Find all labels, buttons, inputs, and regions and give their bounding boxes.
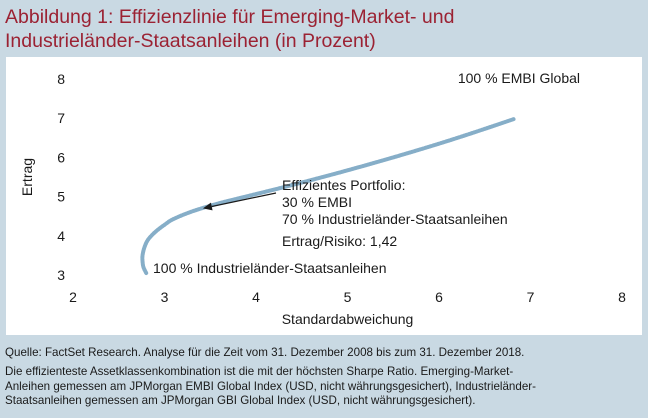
y-axis-ticks: 3 4 5 6 7 8	[57, 71, 65, 283]
label-100-industrielaender: 100 % Industrieländer-Staatsanleihen	[153, 260, 387, 276]
y-tick-label-7: 7	[57, 110, 65, 126]
figure-title: Abbildung 1: Effizienzlinie für Emerging…	[5, 5, 635, 53]
x-tick-label-6: 6	[435, 289, 443, 305]
efficient-portfolio-arrow	[211, 192, 277, 208]
y-tick-label-3: 3	[57, 267, 65, 283]
label-100-embi-global: 100 % EMBI Global	[458, 70, 580, 86]
source-note: Quelle: FactSet Research. Analyse für di…	[5, 346, 525, 359]
methodology-note-line-2: Anleihen gemessen am JPMorgan EMBI Globa…	[5, 379, 536, 393]
label-efficient-embi-share: 30 % EMBI	[282, 194, 352, 210]
methodology-note-line-1: Die effizienteste Assetklassenkombinatio…	[5, 365, 514, 378]
x-axis-ticks: 2 3 4 5 6 7 8	[69, 289, 626, 305]
label-return-risk-ratio: Ertrag/Risiko: 1,42	[282, 233, 397, 249]
efficient-portfolio-arrow-head	[202, 202, 213, 211]
figure-title-line-2: Industrieländer-Staatsanleihen (in Proze…	[5, 30, 376, 52]
y-axis-label: Ertrag	[19, 158, 35, 196]
x-tick-label-2: 2	[69, 289, 77, 305]
x-tick-label-5: 5	[344, 289, 352, 305]
x-axis-label: Standardabweichung	[282, 311, 414, 327]
y-tick-label-5: 5	[57, 189, 65, 205]
methodology-note: Die effizienteste Assetklassenkombinatio…	[5, 365, 641, 409]
label-efficient-industrial-share: 70 % Industrieländer-Staatsanleihen	[282, 211, 508, 227]
x-tick-label-8: 8	[618, 289, 626, 305]
y-tick-label-6: 6	[57, 149, 65, 165]
x-tick-label-3: 3	[161, 289, 169, 305]
efficient-frontier-line	[140, 116, 517, 276]
y-tick-label-4: 4	[57, 228, 65, 244]
figure-title-line-1: Abbildung 1: Effizienzlinie für Emerging…	[5, 6, 455, 28]
x-tick-label-4: 4	[252, 289, 260, 305]
methodology-note-line-3: Staatsanleihen gemessen am JPMorgan GBI …	[5, 394, 476, 408]
label-efficient-portfolio: Effizientes Portfolio:	[282, 177, 405, 193]
x-tick-label-7: 7	[527, 289, 535, 305]
y-tick-label-8: 8	[57, 71, 65, 87]
